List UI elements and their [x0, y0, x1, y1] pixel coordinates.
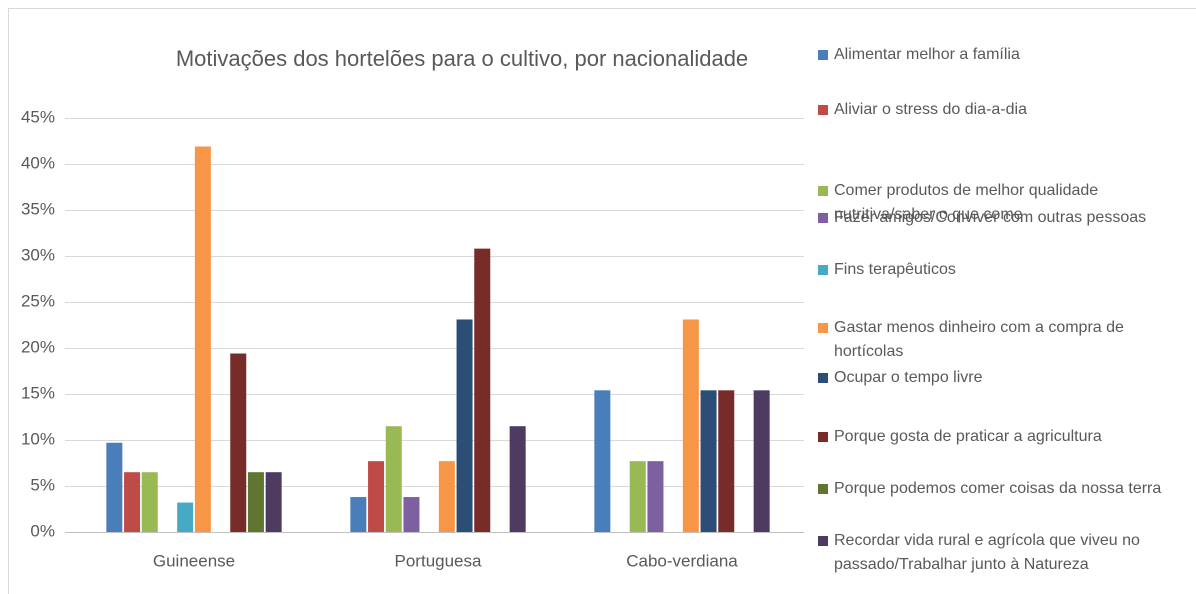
legend-item: Fins terapêuticos: [818, 258, 1188, 282]
y-tick-label: 0%: [30, 521, 55, 540]
legend-label: Ocupar o tempo livre: [834, 369, 983, 386]
legend-swatch: [818, 484, 828, 494]
legend-swatch: [818, 50, 828, 60]
legend-label: Fins terapêuticos: [834, 261, 956, 278]
legend-swatch: [818, 323, 828, 333]
legend-item: Ocupar o tempo livre: [818, 366, 1188, 390]
legend-swatch: [818, 373, 828, 383]
legend-label: Gastar menos dinheiro com a compra de ho…: [834, 319, 1124, 360]
bar: [647, 461, 664, 532]
y-tick-label: 45%: [21, 107, 55, 126]
legend-label: Fazer amigos/Conviver com outras pessoas: [834, 209, 1147, 226]
legend-swatch: [818, 432, 828, 442]
legend-item: Comer produtos de melhor qualidade nutri…: [818, 179, 1188, 227]
legend-swatch: [818, 105, 828, 115]
legend-item: Alimentar melhor a família: [818, 43, 1188, 67]
legend-item: Recordar vida rural e agrícola que viveu…: [818, 529, 1188, 577]
x-tick-label: Guineense: [153, 551, 235, 570]
bar: [682, 319, 699, 532]
bar: [368, 461, 385, 532]
bar: [629, 461, 646, 532]
chart-border: [8, 8, 1196, 594]
y-tick-label: 30%: [21, 245, 55, 264]
bar: [106, 442, 123, 532]
bar: [594, 390, 611, 532]
y-tick-label: 5%: [30, 475, 55, 494]
bar: [403, 497, 420, 532]
x-tick-label: Portuguesa: [395, 551, 482, 570]
y-tick-label: 25%: [21, 291, 55, 310]
legend-item: Gastar menos dinheiro com a compra de ho…: [818, 316, 1188, 364]
bar: [350, 497, 367, 532]
y-tick-label: 40%: [21, 153, 55, 172]
legend-swatch: [818, 265, 828, 275]
legend-swatch: [818, 213, 828, 223]
legend-item: Fazer amigos/Conviver com outras pessoas: [818, 206, 1188, 230]
bar: [124, 472, 141, 532]
y-tick-label: 15%: [21, 383, 55, 402]
bar: [194, 146, 211, 532]
bar: [456, 319, 473, 532]
legend-label: Recordar vida rural e agrícola que viveu…: [834, 532, 1140, 573]
legend-label: Porque podemos comer coisas da nossa ter…: [834, 480, 1162, 497]
bar: [753, 390, 770, 532]
y-tick-label: 10%: [21, 429, 55, 448]
bar: [474, 248, 491, 532]
legend-label: Aliviar o stress do dia-a-dia: [834, 101, 1027, 118]
legend-item: Porque gosta de praticar a agricultura: [818, 425, 1188, 449]
legend-label: Alimentar melhor a família: [834, 46, 1020, 63]
x-tick-label: Cabo-verdiana: [626, 551, 738, 570]
bar: [177, 502, 194, 532]
bar: [141, 472, 158, 532]
bar: [265, 472, 282, 532]
legend-swatch: [818, 536, 828, 546]
bar: [385, 426, 402, 532]
y-tick-label: 20%: [21, 337, 55, 356]
legend-label: Porque gosta de praticar a agricultura: [834, 428, 1102, 445]
legend-label: Comer produtos de melhor qualidade nutri…: [834, 182, 1099, 223]
bar: [247, 472, 264, 532]
bar: [718, 390, 735, 532]
bar: [700, 390, 717, 532]
bar: [509, 426, 526, 532]
bar: [438, 461, 455, 532]
bar: [230, 353, 247, 532]
legend-swatch: [818, 186, 828, 196]
legend-item: Porque podemos comer coisas da nossa ter…: [818, 477, 1188, 501]
legend-item: Aliviar o stress do dia-a-dia: [818, 98, 1188, 122]
y-tick-label: 35%: [21, 199, 55, 218]
chart-title: Motivações dos hortelões para o cultivo,…: [176, 46, 748, 71]
